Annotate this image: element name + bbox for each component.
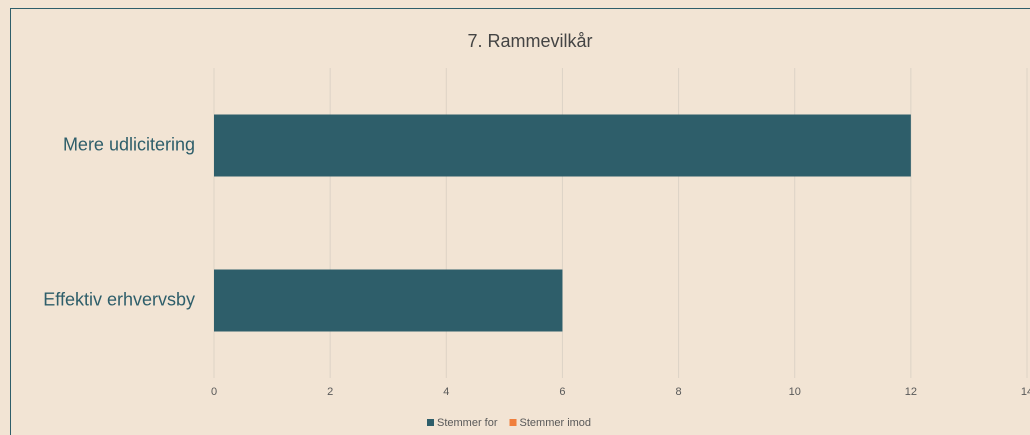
legend-label: Stemmer imod — [520, 417, 592, 429]
bar — [214, 269, 563, 332]
x-tick-label: 0 — [211, 386, 217, 398]
frame — [10, 8, 1030, 435]
x-tick-label: 10 — [789, 386, 801, 398]
y-tick-label: Mere udlicitering — [63, 134, 195, 154]
x-tick-label: 6 — [559, 386, 565, 398]
x-tick-label: 2 — [327, 386, 333, 398]
legend-swatch — [509, 419, 517, 426]
x-tick-label: 4 — [443, 386, 449, 398]
legend-label: Stemmer for — [437, 417, 498, 429]
chart-title: 7. Rammevilkår — [467, 31, 592, 51]
legend-swatch — [427, 419, 434, 426]
x-tick-label: 14 — [1021, 386, 1030, 398]
x-tick-label: 12 — [905, 386, 917, 398]
y-tick-label: Effektiv erhvervsby — [43, 289, 195, 309]
bar — [214, 114, 911, 177]
x-tick-label: 8 — [676, 386, 682, 398]
